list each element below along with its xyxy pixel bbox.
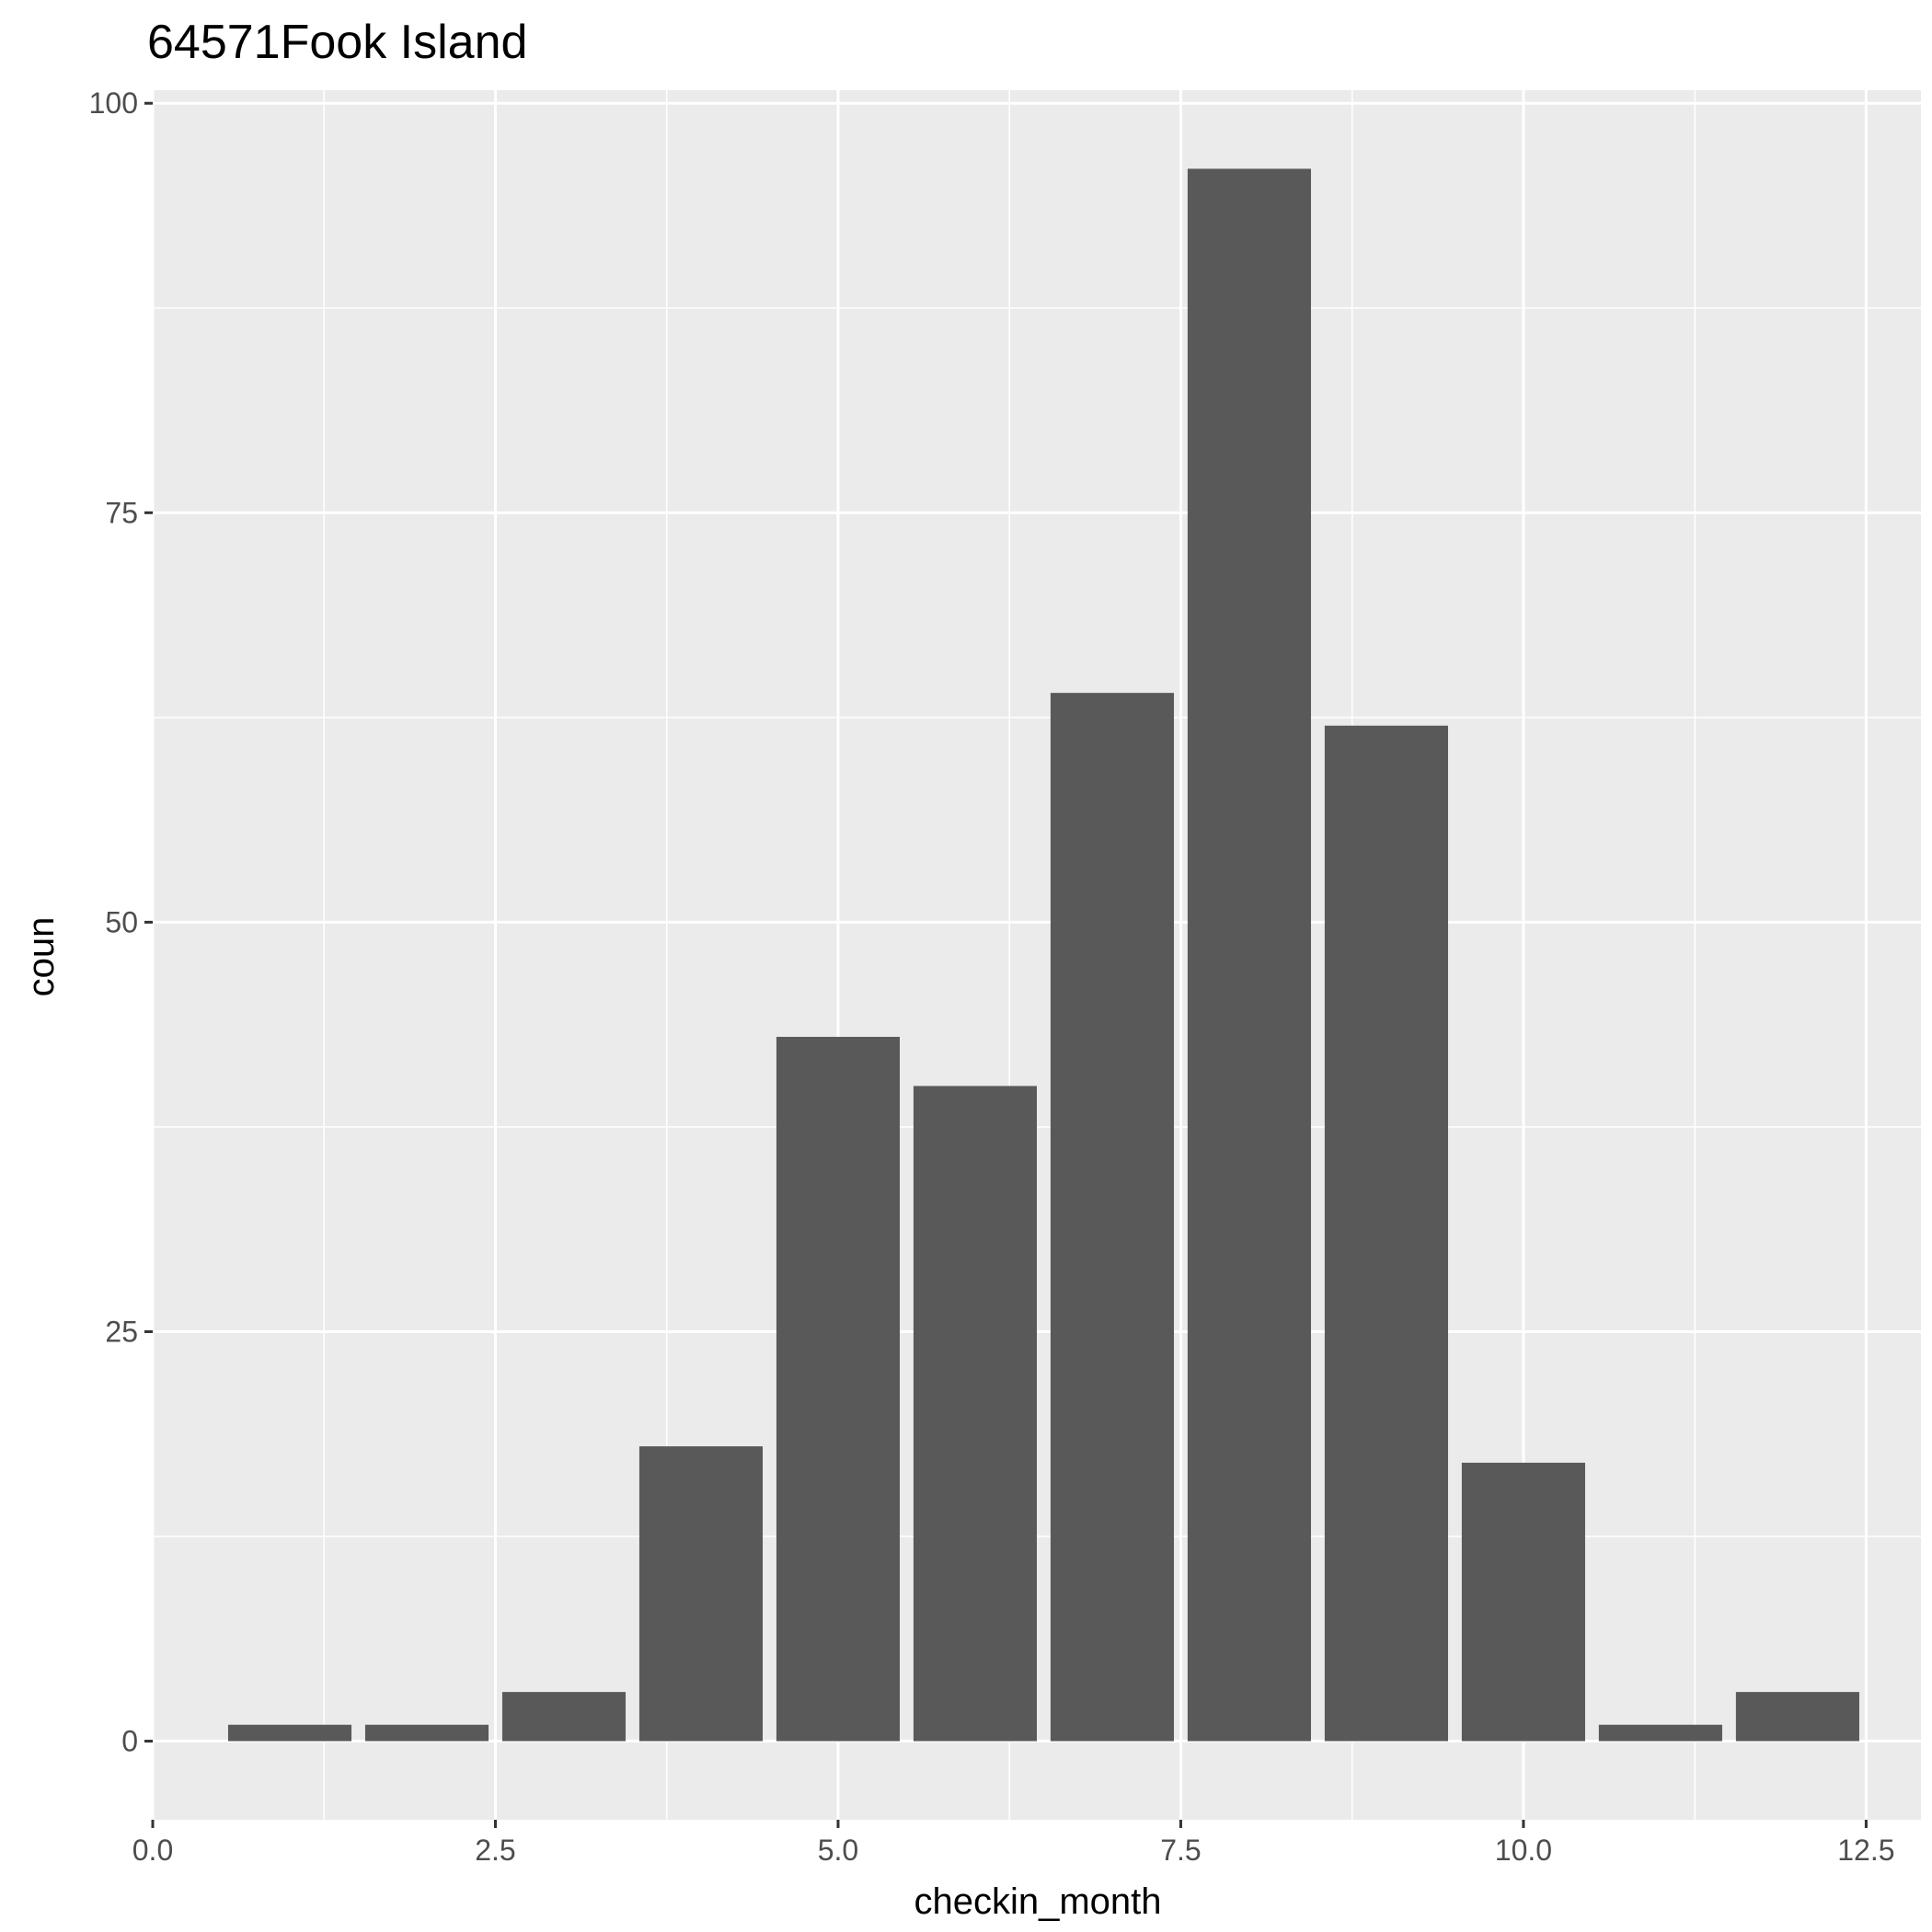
bar: [1050, 693, 1174, 1742]
y-tick-label: 75: [105, 496, 138, 529]
x-tick-label: 10.0: [1495, 1834, 1552, 1867]
bar: [638, 1446, 764, 1742]
x-tick-label: 2.5: [475, 1834, 515, 1867]
x-tick-label: 7.5: [1160, 1834, 1201, 1867]
y-tick-label: 50: [105, 905, 138, 938]
bar: [1187, 168, 1311, 1742]
x-tick-label: 5.0: [818, 1834, 858, 1867]
bar: [913, 1086, 1037, 1742]
bar: [776, 1037, 901, 1742]
bar: [227, 1724, 352, 1742]
x-tick-label: 12.5: [1837, 1834, 1894, 1867]
y-axis-title: coun: [21, 917, 62, 997]
y-tick-label: 0: [121, 1725, 138, 1758]
bar: [1735, 1692, 1859, 1742]
y-tick-label: 25: [105, 1315, 138, 1348]
y-axis: 0 25 50 75 100: [89, 86, 153, 1758]
x-axis: 0.0 2.5 5.0 7.5 10.0 12.5: [132, 1820, 1895, 1867]
x-axis-title: checkin_month: [914, 1881, 1161, 1922]
bar: [1598, 1724, 1722, 1742]
bar: [364, 1724, 489, 1742]
bars: [227, 168, 1859, 1742]
x-tick-label: 0.0: [132, 1834, 173, 1867]
bar: [501, 1692, 627, 1742]
bar: [1461, 1462, 1585, 1742]
chart-title: 64571Fook Island: [147, 16, 527, 69]
bar: [1324, 725, 1448, 1742]
y-tick-label: 100: [89, 86, 138, 120]
